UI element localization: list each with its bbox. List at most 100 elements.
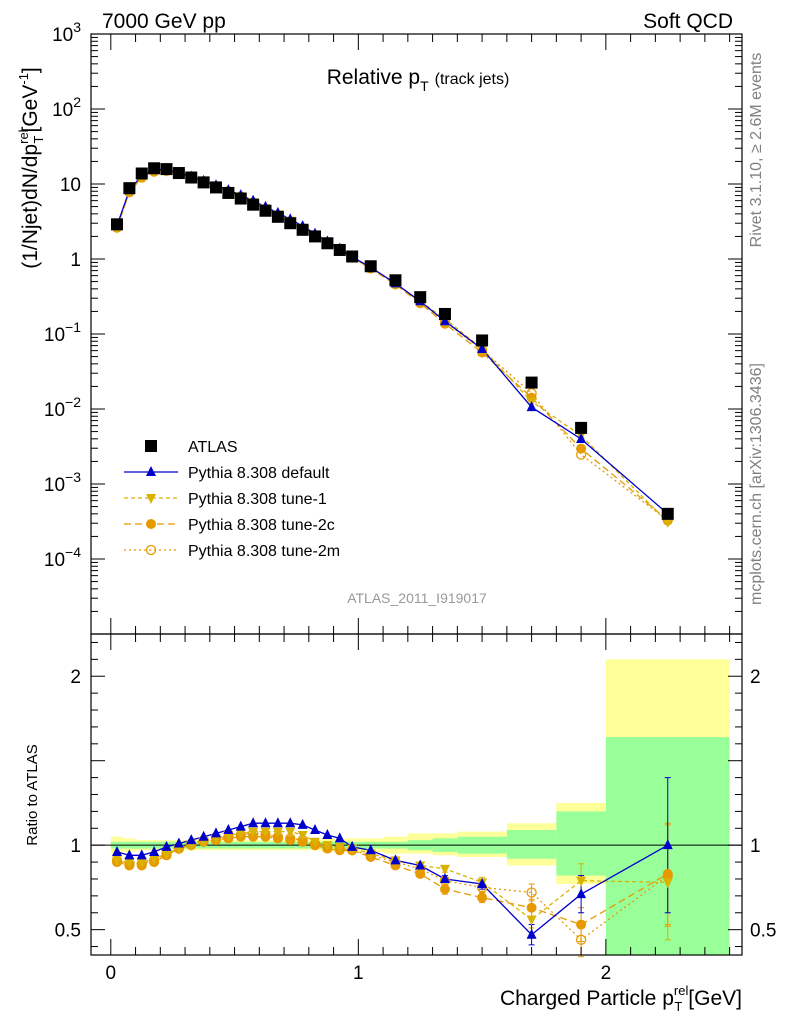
ratio-point	[526, 928, 537, 939]
atlas-point	[438, 307, 451, 320]
ratio-point	[297, 818, 308, 829]
ratio-point	[124, 858, 135, 869]
atlas-point	[148, 162, 161, 175]
header-right: Soft QCD	[643, 10, 733, 33]
ratio-y-tick-label: 2	[70, 667, 81, 688]
ratio-point	[365, 844, 376, 855]
atlas-point	[333, 243, 346, 256]
mcplots-label: mcplots.cern.ch [arXiv:1306.3436]	[748, 363, 765, 605]
legend: ATLAS Pythia 8.308 default Pythia 8.308 tu…	[124, 439, 340, 560]
atlas-point	[309, 230, 322, 243]
analysis-id: ATLAS_2011_I919017	[347, 590, 487, 606]
mc-line	[116, 170, 669, 521]
legend-label: Pythia 8.308 tune-1	[188, 491, 327, 508]
legend-marker	[146, 519, 156, 529]
atlas-point	[210, 181, 223, 194]
ratio-point	[415, 868, 426, 879]
ratio-point	[111, 845, 122, 856]
legend-marker	[145, 440, 157, 452]
ratio-point	[124, 849, 135, 860]
atlas-point	[525, 376, 538, 389]
ratio-point	[439, 864, 450, 875]
legend-label: Pythia 8.308 tune-2m	[188, 543, 340, 560]
stat-band	[506, 829, 557, 859]
ratio-point	[198, 830, 209, 841]
legend-marker	[146, 466, 156, 476]
ratio-point	[211, 827, 222, 838]
ratio-point	[285, 835, 296, 846]
atlas-point	[123, 182, 136, 195]
atlas-point	[185, 171, 198, 184]
legend-label: Pythia 8.308 tune-2c	[188, 517, 335, 534]
atlas-point	[160, 163, 173, 176]
ratio-point	[223, 823, 234, 834]
legend-marker	[146, 494, 156, 504]
y-tick-label: 1	[70, 250, 81, 271]
mc-line	[116, 170, 669, 523]
mc-line	[116, 168, 669, 515]
ratio-point	[260, 817, 271, 828]
atlas-point	[389, 274, 402, 287]
ratio-point	[272, 817, 283, 828]
mc-point	[662, 517, 673, 528]
atlas-point	[110, 218, 123, 231]
ratio-point	[439, 872, 450, 883]
y-tick-label: 102	[52, 94, 81, 121]
ratio-panel: 0 1 2 0.5 0.5 1 1 2 2	[55, 633, 776, 984]
ratio-y-tick-label-right: 2	[750, 667, 761, 688]
atlas-point	[247, 198, 260, 211]
ratio-point	[186, 834, 197, 845]
ratio-point	[310, 837, 321, 848]
ratio-point	[235, 820, 246, 831]
ratio-point	[334, 832, 345, 843]
ratio-point	[272, 833, 283, 844]
ratio-line	[116, 822, 669, 936]
mc-point	[439, 315, 450, 326]
ratio-point	[136, 858, 147, 869]
ratio-y-axis-label: Ratio to ATLAS	[24, 744, 41, 845]
ratio-point	[662, 878, 673, 889]
y-tick-label: 10	[60, 175, 81, 196]
ratio-point	[173, 837, 184, 848]
x-tick-label: 0	[106, 963, 117, 984]
ratio-point	[439, 884, 450, 895]
ratio-point	[136, 849, 147, 860]
ratio-point	[161, 849, 172, 860]
ratio-point	[347, 840, 358, 851]
legend-label: Pythia 8.308 default	[188, 465, 330, 482]
ratio-point	[297, 831, 308, 842]
ratio-line	[116, 832, 669, 941]
ratio-y-tick-label-right: 1	[750, 836, 761, 857]
ratio-point	[285, 827, 296, 838]
atlas-point	[321, 237, 334, 250]
ratio-point	[415, 859, 426, 870]
y-tick-label: 10−3	[44, 469, 81, 496]
atlas-point	[296, 223, 309, 236]
ratio-point	[477, 878, 488, 889]
x-axis-label: Charged Particle prel T [GeV]	[500, 983, 742, 1014]
ratio-point	[334, 842, 345, 853]
ratio-point	[526, 915, 537, 926]
mc-point	[576, 443, 587, 454]
atlas-point	[234, 192, 247, 205]
atlas-point	[476, 334, 489, 347]
ratio-point	[322, 841, 333, 852]
rivet-label: Rivet 3.1.10, ≥ 2.6M events	[748, 53, 765, 248]
ratio-point	[161, 840, 172, 851]
ratio-point	[272, 827, 283, 838]
legend-marker	[145, 544, 157, 556]
header-left: 7000 GeV pp	[102, 10, 226, 33]
ratio-point	[297, 836, 308, 847]
ratio-point	[576, 888, 587, 899]
ratio-point	[477, 892, 488, 903]
ratio-point	[576, 919, 587, 930]
ratio-point	[111, 856, 122, 867]
ratio-point	[248, 827, 259, 838]
x-tick-label: 1	[353, 963, 364, 984]
main-title: Relative pT (track jets)	[327, 66, 510, 94]
ratio-point	[149, 854, 160, 865]
ratio-point	[575, 934, 587, 945]
